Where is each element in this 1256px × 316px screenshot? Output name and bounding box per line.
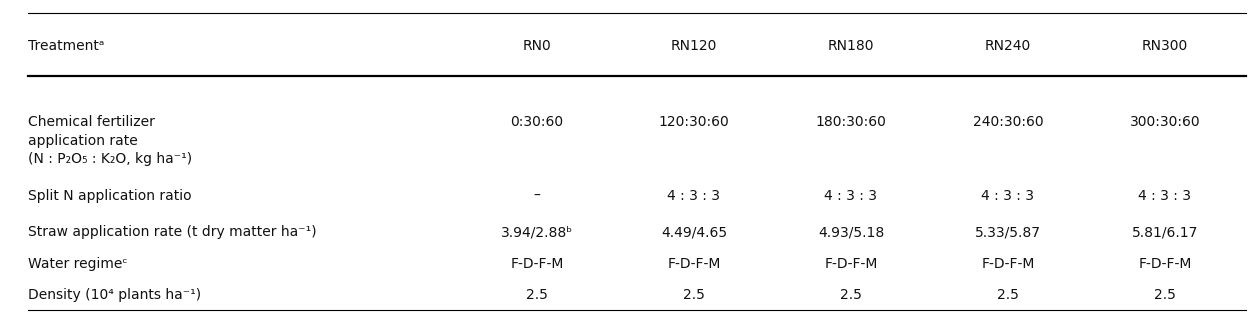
Text: 4 : 3 : 3: 4 : 3 : 3 (667, 189, 721, 203)
Text: RN120: RN120 (671, 39, 717, 53)
Text: RN0: RN0 (522, 39, 551, 53)
Text: 120:30:60: 120:30:60 (658, 115, 730, 129)
Text: 4 : 3 : 3: 4 : 3 : 3 (1138, 189, 1192, 203)
Text: 2.5: 2.5 (683, 288, 705, 301)
Text: 4 : 3 : 3: 4 : 3 : 3 (824, 189, 878, 203)
Text: 2.5: 2.5 (997, 288, 1019, 301)
Text: 2.5: 2.5 (840, 288, 862, 301)
Text: RN300: RN300 (1142, 39, 1188, 53)
Text: 300:30:60: 300:30:60 (1129, 115, 1201, 129)
Text: 4 : 3 : 3: 4 : 3 : 3 (981, 189, 1035, 203)
Text: Treatmentᵃ: Treatmentᵃ (28, 39, 104, 53)
Text: 2.5: 2.5 (526, 288, 548, 301)
Text: RN240: RN240 (985, 39, 1031, 53)
Text: 180:30:60: 180:30:60 (815, 115, 887, 129)
Text: 0:30:60: 0:30:60 (510, 115, 564, 129)
Text: 5.81/6.17: 5.81/6.17 (1132, 225, 1198, 239)
Text: Straw application rate (t dry matter ha⁻¹): Straw application rate (t dry matter ha⁻… (28, 225, 317, 239)
Text: F-D-F-M: F-D-F-M (981, 257, 1035, 271)
Text: 4.49/4.65: 4.49/4.65 (661, 225, 727, 239)
Text: Density (10⁴ plants ha⁻¹): Density (10⁴ plants ha⁻¹) (28, 288, 201, 301)
Text: F-D-F-M: F-D-F-M (510, 257, 564, 271)
Text: 2.5: 2.5 (1154, 288, 1176, 301)
Text: Water regimeᶜ: Water regimeᶜ (28, 257, 127, 271)
Text: F-D-F-M: F-D-F-M (824, 257, 878, 271)
Text: Split N application ratio: Split N application ratio (28, 189, 191, 203)
Text: F-D-F-M: F-D-F-M (667, 257, 721, 271)
Text: 3.94/2.88ᵇ: 3.94/2.88ᵇ (501, 225, 573, 239)
Text: –: – (534, 189, 540, 203)
Text: F-D-F-M: F-D-F-M (1138, 257, 1192, 271)
Text: Chemical fertilizer
application rate
(N : P₂O₅ : K₂O, kg ha⁻¹): Chemical fertilizer application rate (N … (28, 115, 192, 166)
Text: 240:30:60: 240:30:60 (972, 115, 1044, 129)
Text: 4.93/5.18: 4.93/5.18 (818, 225, 884, 239)
Text: RN180: RN180 (828, 39, 874, 53)
Text: 5.33/5.87: 5.33/5.87 (975, 225, 1041, 239)
